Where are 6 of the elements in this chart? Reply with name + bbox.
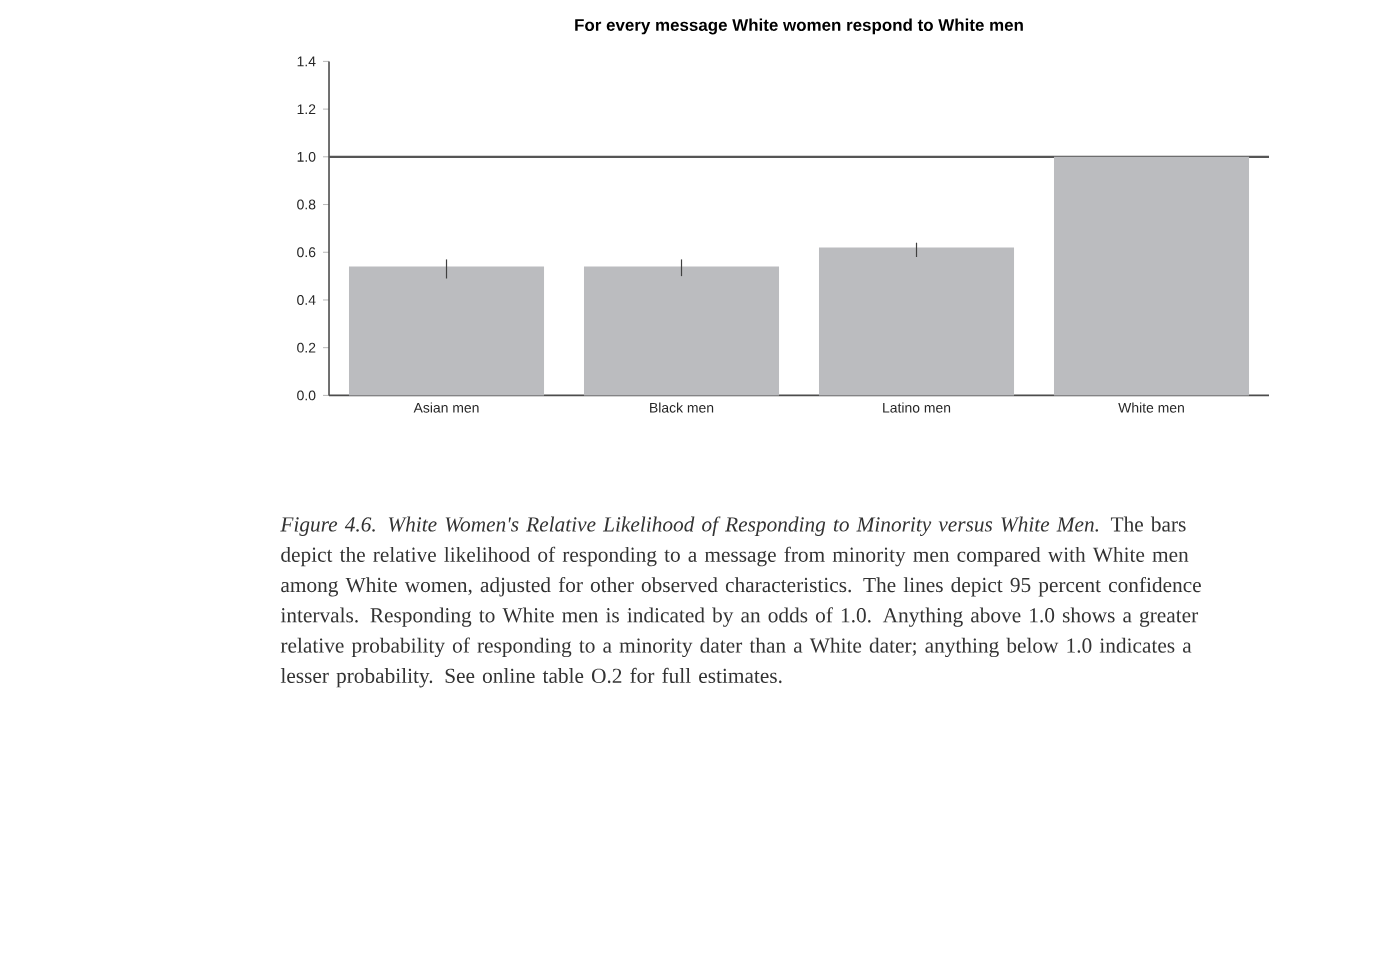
bar	[348, 266, 545, 396]
bar	[818, 247, 1015, 396]
text: Figure 4.6. White Women's Relative Likelihood of Responding to Minority versus White Men. The bars depict the relative likelihood of responding to a message from minority men compared with White men among White women, adjusted for other observed characteristics. The lines depict 95 percent confidence intervals. Responding to White men is indicated by an odds of 1.0. Anything above 1.0 shows a greater relative probability of responding to a minority dater than a White dater; anything below 1.0 indicates a lesser probability. See online table O.2 for full estimates.	[280, 516, 1201, 688]
bar	[1053, 156, 1250, 396]
chart-title: For every message White women respond to White men	[575, 18, 1023, 35]
bar	[583, 266, 780, 396]
